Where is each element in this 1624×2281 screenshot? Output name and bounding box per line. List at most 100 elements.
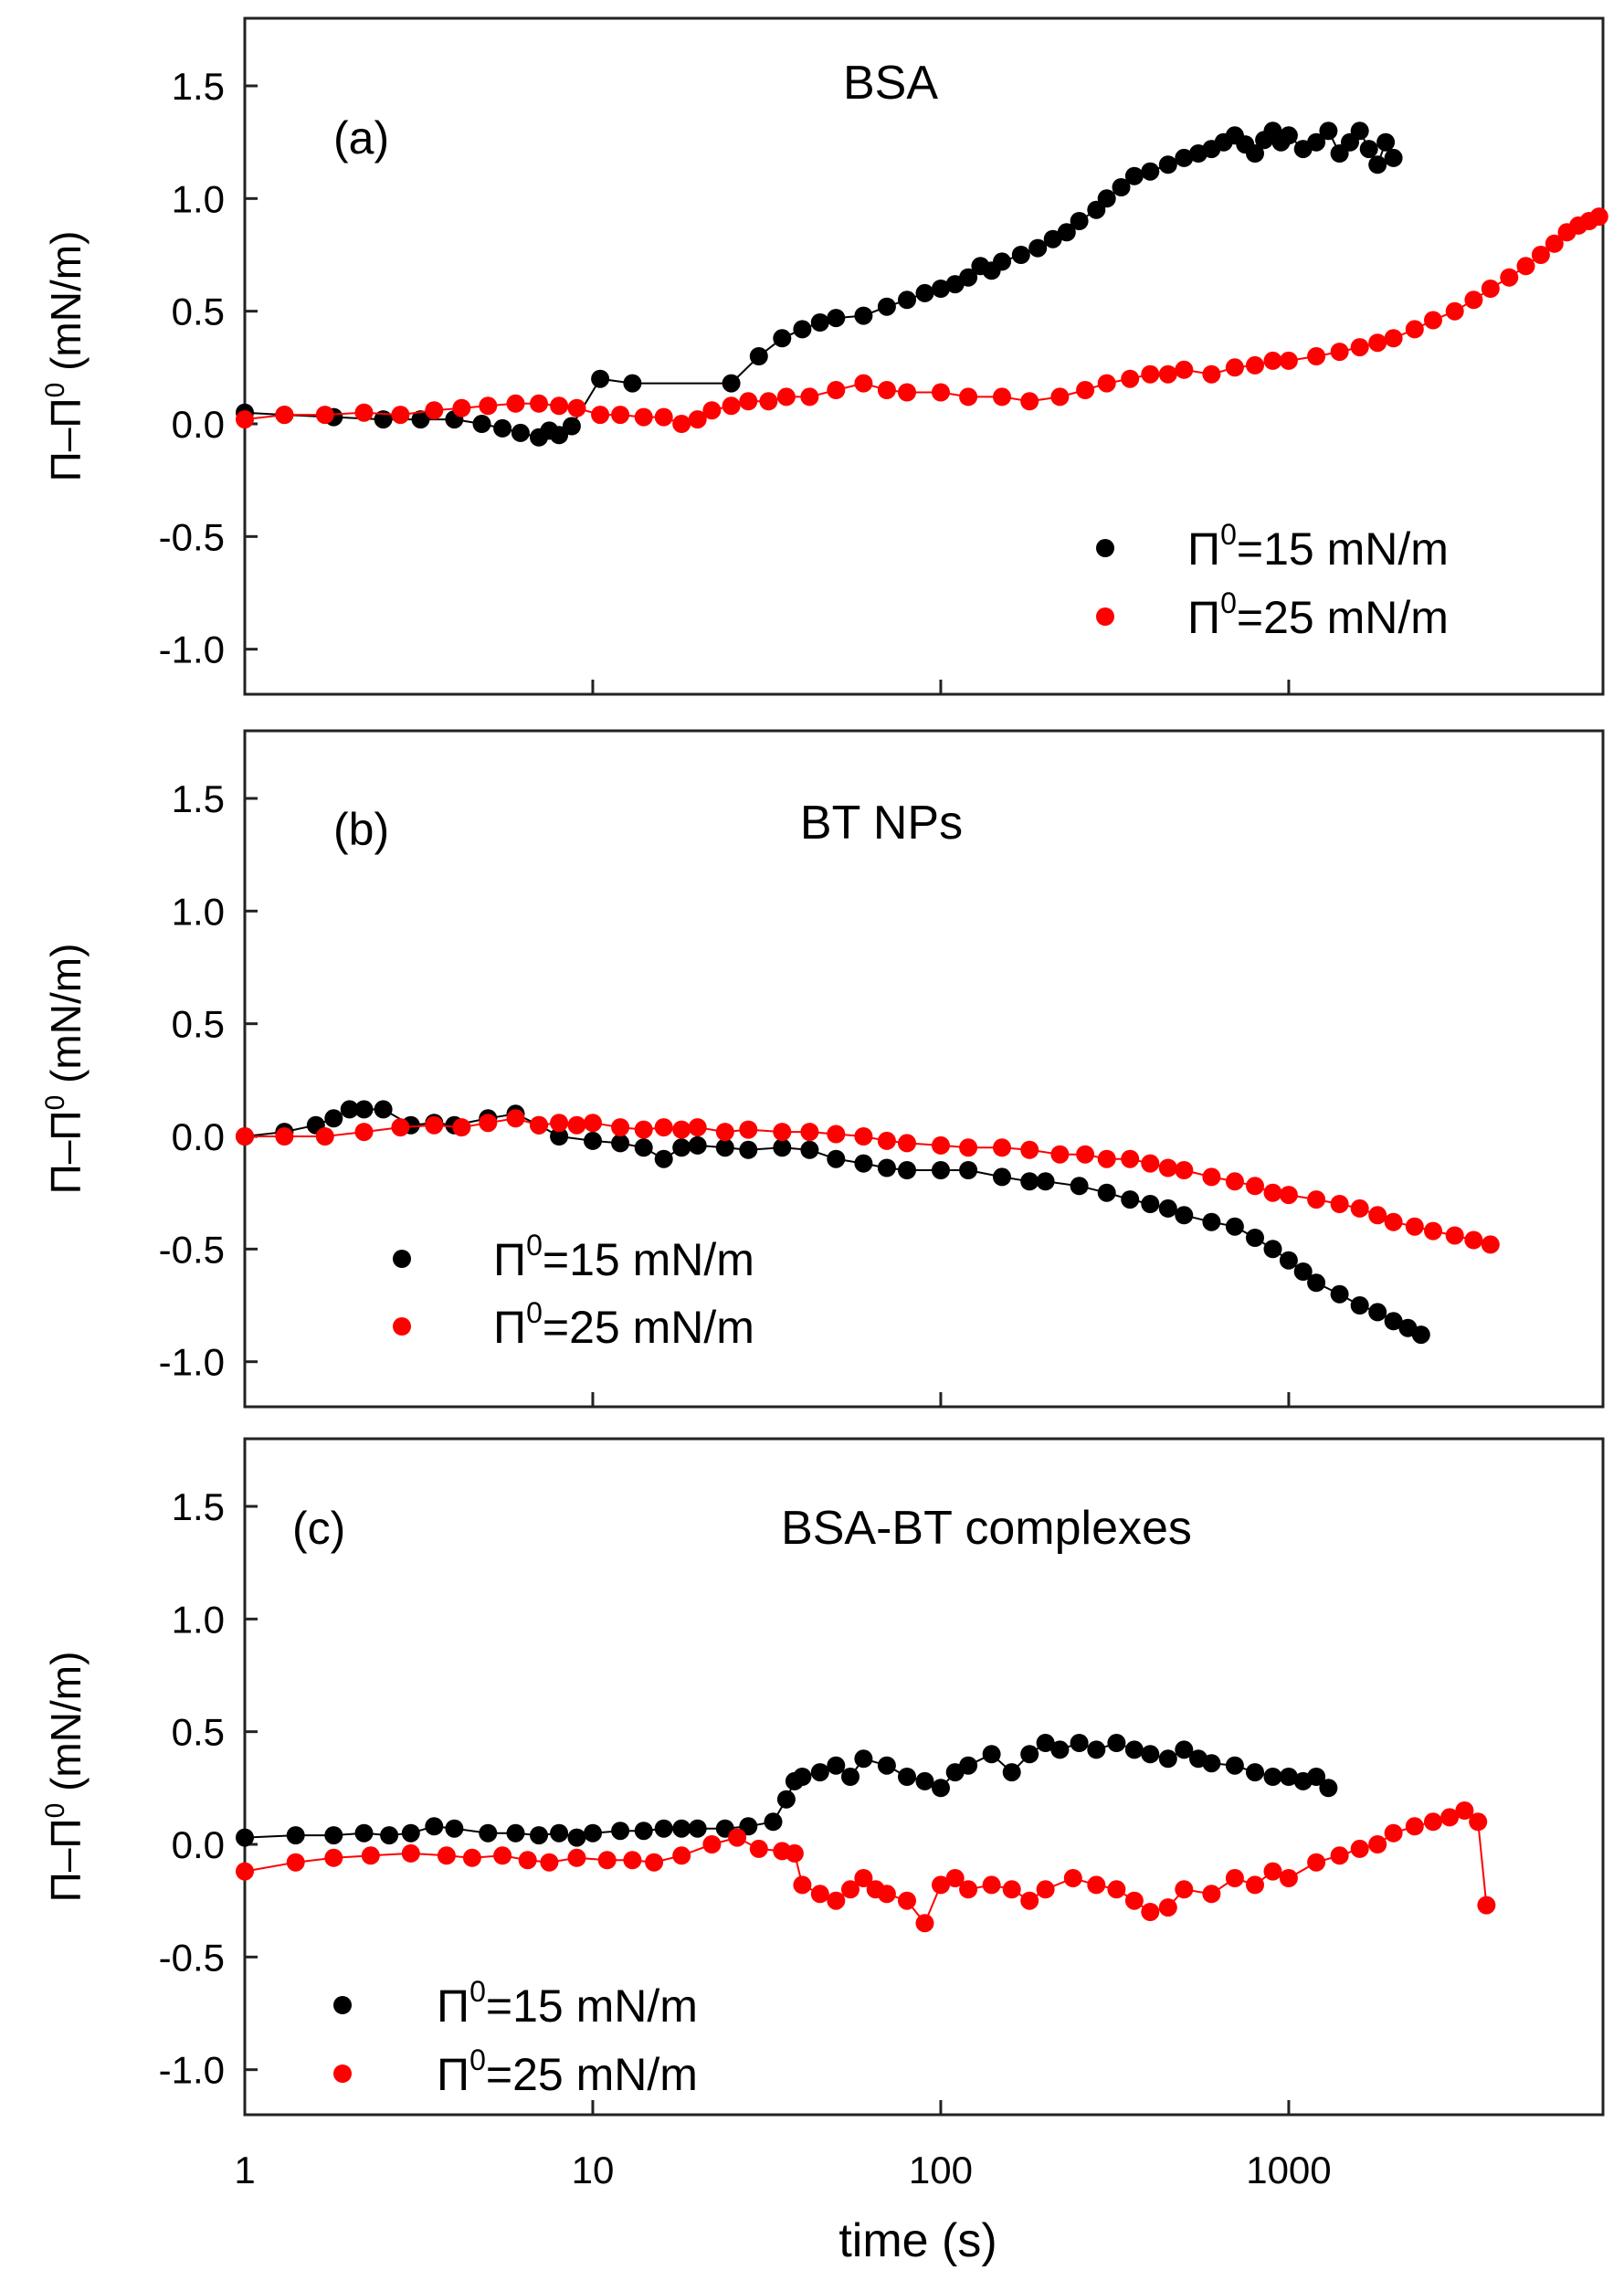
panel-b-data-point-15 [1411, 1325, 1430, 1345]
panel-b-data-point-15 [1121, 1190, 1140, 1209]
panel-a-data-point-25 [1531, 246, 1550, 264]
panel-c-data-point-15 [584, 1823, 602, 1843]
panel-b-data-point-25 [739, 1120, 758, 1139]
panel-a-data-point-15 [1279, 126, 1298, 145]
panel-a-data-point-25 [591, 406, 610, 425]
panel-a-data-point-25 [688, 410, 707, 429]
panel-b-data-point-25 [1175, 1161, 1194, 1179]
x-tick-label: 100 [909, 2149, 973, 2191]
panel-b-data-point-25 [1076, 1145, 1095, 1164]
panel-a-data-point-15 [1384, 148, 1403, 167]
panel-a-data-point-15 [1028, 238, 1048, 258]
panel-b-data-point-15 [993, 1167, 1011, 1187]
panel-a-data-point-15 [1307, 132, 1326, 152]
panel-a-data-point-25 [506, 394, 525, 413]
panel-a-data-point-15 [591, 369, 610, 388]
panel-b-data-point-15 [1350, 1296, 1369, 1315]
panel-a-ylabel-tail: (mN/m) [42, 231, 90, 383]
panel-b-data-point-25 [1464, 1230, 1483, 1250]
panel-b-data-point-15 [1070, 1177, 1089, 1196]
panel-c-data-point-25 [898, 1891, 916, 1910]
panel-b-data-point-15 [1293, 1262, 1313, 1281]
panel-c-data-point-15 [567, 1828, 586, 1847]
panel-a-data-point-25 [1121, 369, 1140, 388]
panel-b-data-point-25 [634, 1120, 653, 1139]
panel-b-data-point-25 [1246, 1177, 1264, 1196]
panel-c-data-point-25 [1424, 1812, 1442, 1832]
panel-c-data-point-25 [827, 1891, 846, 1910]
panel-b-data-point-25 [315, 1127, 334, 1146]
panel-c-data-point-15 [1263, 1768, 1282, 1786]
panel-c-data-point-15 [1158, 1749, 1177, 1769]
x-tick-label: 1 [234, 2149, 255, 2191]
panel-c-data-point-15 [1002, 1763, 1021, 1782]
panel-a-data-point-25 [530, 394, 548, 413]
panel-c-data-point-15 [1087, 1740, 1106, 1759]
panel-b-data-point-25 [1424, 1221, 1442, 1241]
panel-a-data-point-25 [1050, 387, 1070, 407]
panel-a-data-point-15 [1368, 155, 1387, 174]
panel-b-ytick-label: -0.5 [159, 1228, 225, 1271]
panel-c-legend-25-sup: 0 [469, 2043, 486, 2076]
panel-c-data-point-15 [1050, 1740, 1070, 1759]
panel-b-legend-15: Π0=15 mN/m [493, 1229, 754, 1285]
panel-b-ytick-label: -1.0 [159, 1341, 225, 1384]
panel-a-data-point-15 [1124, 166, 1144, 185]
panel-a-data-point-15 [493, 418, 512, 438]
panel-c-data-point-25 [785, 1843, 804, 1863]
panel-b-ytick-label: 0.5 [172, 1003, 225, 1046]
panel-a-legend-15-main: Π [1187, 523, 1220, 575]
panel-c-data-point-15 [654, 1819, 673, 1838]
panel-a-data-point-25 [550, 396, 569, 416]
panel-c-data-point-25 [623, 1851, 642, 1870]
panel-b: (b) BT NPs Π–Π0 (mN/m) -1.0-0.50.00.51.0… [40, 729, 1605, 1409]
panel-b-data-point-25 [425, 1115, 444, 1135]
panel-b-data-point-15 [827, 1149, 846, 1168]
panel-a-legend: Π0=15 mN/m Π0=25 mN/m [1096, 518, 1449, 643]
panel-c-data-point-25 [1477, 1896, 1496, 1915]
panel-b-data-point-15 [611, 1134, 630, 1153]
panel-b-data-point-25 [550, 1114, 569, 1133]
panel-a-data-point-25 [1141, 364, 1160, 384]
panel-a-data-point-15 [854, 306, 873, 325]
panel-b-data-point-25 [452, 1118, 471, 1137]
panel-a-data-point-15 [562, 417, 581, 436]
panel-a-ytick-label: 0.5 [172, 290, 225, 333]
panel-a-data-point-15 [810, 313, 829, 332]
panel-b-data-point-15 [1175, 1206, 1194, 1225]
panel-b-data-point-15 [340, 1100, 359, 1119]
panel-a-data-point-25 [1500, 268, 1519, 287]
panel-a-data-point-25 [452, 398, 471, 417]
panel-c-data-point-15 [634, 1822, 653, 1841]
panel-a-data-point-15 [877, 297, 896, 316]
panel-b-data-point-15 [354, 1100, 374, 1119]
panel-c-data-point-15 [793, 1768, 812, 1786]
panel-c: (c) BSA-BT complexes Π–Π0 (mN/m) -1.0-0.… [40, 1437, 1605, 2117]
panel-c-data-point-25 [1384, 1823, 1403, 1843]
panel-a-data-point-25 [739, 392, 758, 411]
panel-c-legend-25-rest: =25 mN/m [486, 2049, 698, 2100]
panel-c-data-point-25 [702, 1835, 722, 1853]
panel-b-data-point-25 [530, 1115, 548, 1135]
panel-c-data-point-25 [1440, 1808, 1460, 1827]
panel-c-legend-marker-25 [333, 2065, 352, 2083]
panel-b-data-point-15 [932, 1161, 950, 1179]
panel-c-data-point-25 [1246, 1875, 1264, 1895]
panel-c-data-point-25 [959, 1880, 978, 1899]
panel-a-data-point-25 [1384, 329, 1403, 348]
panel-c-data-point-15 [764, 1812, 783, 1832]
panel-a-data-point-25 [1445, 301, 1464, 321]
panel-b-data-point-15 [654, 1149, 673, 1168]
panel-c-data-point-15 [286, 1826, 305, 1845]
panel-b-data-point-15 [1202, 1212, 1221, 1231]
panel-a-data-point-25 [1368, 333, 1387, 353]
panel-b-title: BT NPs [800, 797, 963, 850]
panel-b-data-point-15 [898, 1161, 916, 1179]
panel-c-data-point-15 [479, 1823, 498, 1843]
panel-a-data-point-25 [1158, 364, 1177, 384]
panel-b-data-point-15 [1246, 1229, 1264, 1247]
panel-c-ytick-label: -0.5 [159, 1936, 225, 1979]
panel-a-data-point-25 [1076, 381, 1095, 399]
panel-a-data-point-25 [1405, 320, 1424, 339]
